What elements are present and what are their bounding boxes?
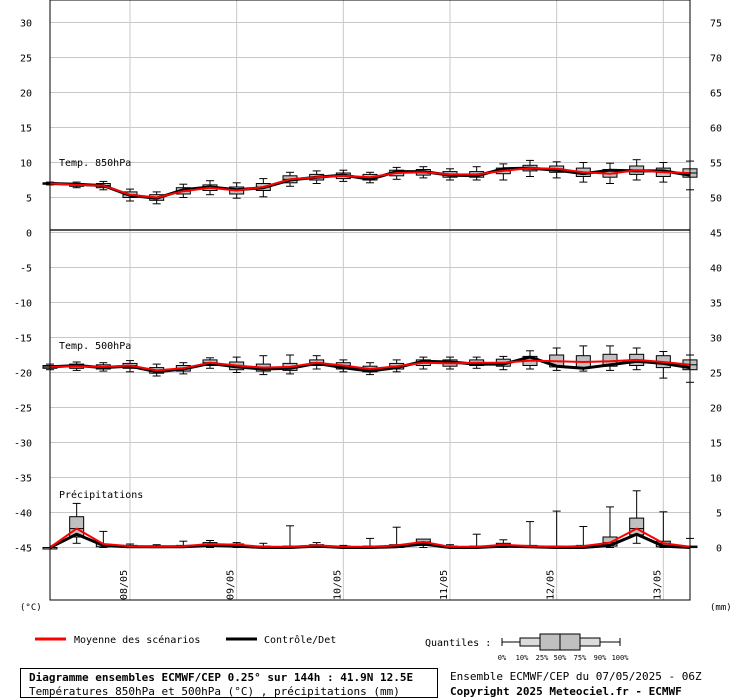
date-tick-label: 09/05 (226, 570, 237, 600)
mean-line-500 (49, 358, 691, 372)
right-tick-label: 5 (716, 509, 722, 520)
right-tick-label: 10 (710, 474, 722, 485)
mean-line-precip (49, 527, 691, 549)
info-box: Diagramme ensembles ECMWF/CEP 0.25° sur … (20, 668, 438, 698)
right-tick-label: 0 (716, 544, 722, 555)
left-tick-label: -45 (14, 544, 32, 555)
quantile-label: 50% (554, 654, 567, 662)
legend-quantile-box (501, 633, 621, 651)
left-tick-label: -25 (14, 404, 32, 415)
quantile-label: 100% (612, 654, 630, 662)
date-axis-ticks: 08/05 09/05 10/05 11/05 12/05 13/05 (119, 570, 663, 600)
chart-subtitle: Températures 850hPa et 500hPa (°C) , pré… (29, 685, 400, 698)
right-tick-label: 75 (710, 19, 722, 30)
date-tick-label: 11/05 (439, 570, 450, 600)
right-tick-label: 70 (710, 54, 722, 65)
right-tick-label: 20 (710, 404, 722, 415)
left-tick-label: 30 (20, 19, 32, 30)
left-tick-label: -35 (14, 474, 32, 485)
copyright: Copyright 2025 Meteociel.fr - ECMWF (450, 685, 682, 698)
right-tick-label: 35 (710, 299, 722, 310)
right-tick-label: 25 (710, 369, 722, 380)
panel-label-500: Temp. 500hPa (59, 341, 131, 352)
panel-label-850: Temp. 850hPa (59, 158, 131, 169)
right-tick-label: 15 (710, 439, 722, 450)
right-tick-label: 55 (710, 159, 722, 170)
left-tick-label: -15 (14, 334, 32, 345)
quantile-label: 90% (594, 654, 607, 662)
date-tick-label: 10/05 (332, 570, 343, 600)
date-tick-label: 12/05 (546, 570, 557, 600)
legend-control-label: Contrôle/Det (264, 634, 336, 646)
right-tick-label: 65 (710, 89, 722, 100)
right-unit-label: (mm) (710, 603, 732, 613)
left-tick-label: -40 (14, 509, 32, 520)
left-tick-label: 20 (20, 89, 32, 100)
legend-mean-label: Moyenne des scénarios (74, 634, 200, 646)
legend-quantile-labels: 0% 10% 25% 50% 75% 90% 100% (498, 654, 629, 662)
left-tick-label: -30 (14, 439, 32, 450)
left-tick-label: 25 (20, 54, 32, 65)
left-tick-label: 10 (20, 159, 32, 170)
plot-background (50, 0, 690, 600)
mean-line-850 (49, 167, 691, 199)
panel-label-precip: Précipitations (59, 489, 143, 501)
chart-title: Diagramme ensembles ECMWF/CEP 0.25° sur … (29, 671, 414, 684)
right-tick-label: 40 (710, 264, 722, 275)
run-info: Ensemble ECMWF/CEP du 07/05/2025 - 06Z (450, 670, 702, 683)
left-tick-label: -10 (14, 299, 32, 310)
plot-frame (49, 0, 691, 601)
right-tick-label: 50 (710, 194, 722, 205)
left-axis-ticks: 30 25 20 15 10 5 0 -5 -10 -15 -20 -25 -30 -35 -40 -45 (14, 19, 32, 555)
date-tick-label: 13/05 (652, 570, 663, 600)
control-line-500 (49, 355, 691, 374)
legend-quantiles-label: Quantiles : (425, 638, 491, 649)
date-tick-label: 08/05 (119, 570, 130, 600)
left-tick-label: 15 (20, 124, 32, 135)
right-tick-label: 45 (710, 229, 722, 240)
quantile-label: 75% (574, 654, 587, 662)
left-tick-label: -20 (14, 369, 32, 380)
left-tick-label: 5 (26, 194, 32, 205)
left-tick-label: 0 (26, 229, 32, 240)
left-unit-label: (°C) (20, 603, 42, 613)
right-tick-label: 30 (710, 334, 722, 345)
legend: Moyenne des scénarios Contrôle/Det Quant… (35, 633, 629, 662)
right-tick-label: 60 (710, 124, 722, 135)
quantile-label: 10% (516, 654, 529, 662)
quantile-label: 25% (536, 654, 549, 662)
quantile-label: 0% (498, 654, 507, 662)
left-tick-label: -5 (20, 264, 32, 275)
